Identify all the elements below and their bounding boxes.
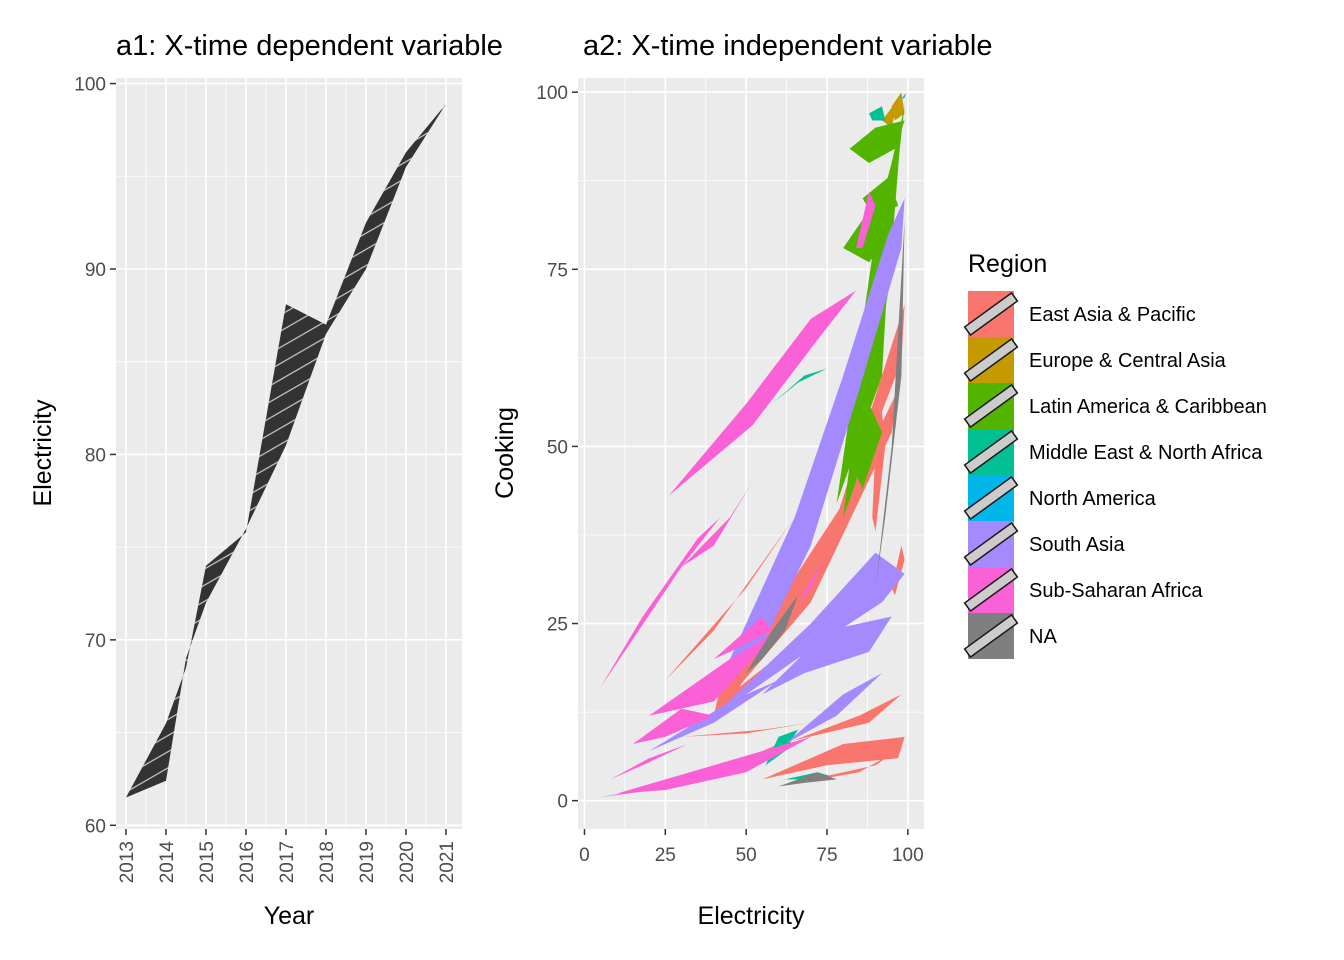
- a1-y-axis-title: Electricity: [29, 399, 57, 506]
- a1-y-tick-label: 80: [85, 445, 106, 466]
- a2-area-sub-saharan-africa: [616, 736, 811, 794]
- a1-x-tick-label: 2017: [277, 841, 298, 883]
- a2-y-tick-label: 75: [547, 260, 568, 281]
- a2-x-tick-label: 100: [892, 845, 924, 866]
- a1-x-tick-label: 2014: [157, 841, 178, 884]
- a2-area-south-asia: [649, 680, 779, 752]
- legend-item-south-asia: South Asia: [963, 521, 1126, 567]
- a1-x-axis-title: Year: [264, 902, 315, 930]
- a1-x-tick-label: 2015: [197, 841, 218, 883]
- legend-label: NA: [1029, 626, 1057, 648]
- legend: Region East Asia & Pacific Europe & Centr…: [963, 250, 1267, 659]
- a2-area-latin-america-caribbean: [849, 120, 905, 163]
- a1-x-tick-label: 2016: [237, 841, 258, 883]
- a2-area-south-asia: [713, 552, 905, 716]
- a2-area-na: [778, 772, 837, 787]
- a2-area-south-asia: [785, 673, 882, 744]
- a1-y-tick-label: 90: [85, 260, 106, 281]
- legend-item-sub-saharan-africa: Sub-Saharan Africa: [963, 567, 1203, 613]
- a2-y-axis-title: Cooking: [491, 407, 519, 499]
- a2-x-axis-title: Electricity: [698, 902, 805, 930]
- legend-key-hatch: [963, 613, 1019, 659]
- chart-title-a1: a1: X-time dependent variable: [116, 30, 503, 62]
- legend-key-hatch: [963, 337, 1019, 383]
- a2-area-sub-saharan-africa: [649, 630, 779, 716]
- legend-item-latin-america-caribbean: Latin America & Caribbean: [963, 383, 1267, 429]
- a2-area-middle-east-north-africa: [869, 106, 886, 121]
- panel-a1: 60 70 80 90 100 2013 2014 2015 2016 2017 2018 2019…: [29, 75, 462, 930]
- legend-key-hatch-bar: [963, 291, 1019, 337]
- a2-y-tick-label: 50: [547, 437, 568, 458]
- a1-y-axis: 60 70 80 90 100: [74, 75, 116, 837]
- legend-key-hatch-bar: [963, 613, 1019, 659]
- legend-key-hatch-bar: [963, 337, 1019, 383]
- legend-key-hatch: [963, 521, 1019, 567]
- a2-area-north-america: [901, 92, 907, 100]
- legend-label: Latin America & Caribbean: [1029, 396, 1267, 418]
- a2-area-europe-central-asia: [882, 99, 899, 128]
- legend-label: South Asia: [1029, 534, 1126, 556]
- a2-y-axis: 0 25 50 75 100: [536, 83, 578, 813]
- legend-label: Sub-Saharan Africa: [1029, 580, 1203, 602]
- a2-area-south-asia: [730, 198, 905, 659]
- a1-y-tick-label: 60: [85, 816, 106, 837]
- a2-x-tick-label: 0: [579, 845, 590, 866]
- legend-key-hatch-bar: [963, 475, 1019, 521]
- legend-key-hatch-bar: [963, 383, 1019, 429]
- legend-key-hatch-bar: [963, 521, 1019, 567]
- legend-label: North America: [1029, 488, 1157, 510]
- a2-area-na: [746, 595, 798, 674]
- legend-label: East Asia & Pacific: [1029, 304, 1196, 326]
- a2-area-sub-saharan-africa: [713, 616, 772, 659]
- a1-y-tick-label: 100: [74, 75, 106, 96]
- a1-gridlines: [116, 78, 462, 829]
- a2-area-east-asia-pacific: [762, 736, 905, 780]
- a1-x-tick-label: 2018: [317, 841, 338, 883]
- chart-title-a2: a2: X-time independent variable: [583, 30, 992, 62]
- a1-x-tick-label: 2013: [117, 841, 138, 883]
- a2-area-sub-saharan-africa: [610, 744, 688, 780]
- legend-key-hatch: [963, 383, 1019, 429]
- a2-y-tick-label: 0: [557, 792, 568, 813]
- a1-y-tick-label: 70: [85, 631, 106, 652]
- legend-item-east-asia-pacific: East Asia & Pacific: [963, 291, 1196, 337]
- legend-label: Middle East & North Africa: [1029, 442, 1263, 464]
- a2-x-tick-label: 75: [816, 845, 837, 866]
- a2-area-sub-saharan-africa: [668, 290, 857, 496]
- legend-key-hatch-bar: [963, 429, 1019, 475]
- a2-area-sub-saharan-africa: [856, 191, 876, 248]
- a1-plot-background: [116, 78, 462, 829]
- legend-key-hatch: [963, 475, 1019, 521]
- a2-gridlines: [578, 78, 924, 829]
- a2-x-axis: 0 25 50 75 100: [579, 829, 924, 866]
- a2-area-sub-saharan-africa: [633, 708, 714, 744]
- a2-area-south-asia: [762, 616, 892, 695]
- legend-items: East Asia & Pacific Europe & Central Asia…: [963, 291, 1267, 659]
- legend-item-north-america: North America: [963, 475, 1157, 521]
- legend-key-hatch: [963, 567, 1019, 613]
- legend-key-hatch: [963, 291, 1019, 337]
- a2-area-layer: [600, 92, 908, 798]
- legend-title: Region: [968, 250, 1047, 278]
- a2-y-tick-label: 100: [536, 83, 568, 104]
- a1-x-tick-label: 2020: [397, 841, 418, 883]
- legend-item-europe-central-asia: Europe & Central Asia: [963, 337, 1227, 383]
- legend-key-hatch-bar: [963, 567, 1019, 613]
- legend-item-na: NA: [963, 613, 1057, 659]
- panel-a2: 0 25 50 75 100 0 25 50 75 100 Electricity Cookin…: [491, 78, 924, 930]
- a2-area-latin-america-caribbean: [849, 403, 882, 489]
- legend-item-middle-east-north-africa: Middle East & North Africa: [963, 429, 1263, 475]
- a2-area-east-asia-pacific: [872, 375, 886, 532]
- a2-x-tick-label: 25: [655, 845, 676, 866]
- a1-x-tick-label: 2019: [357, 841, 378, 883]
- a2-area-europe-central-asia: [891, 92, 905, 121]
- legend-label: Europe & Central Asia: [1029, 350, 1227, 372]
- a1-x-axis: 2013 2014 2015 2016 2017 2018 2019 2020 2021: [117, 829, 458, 883]
- legend-key-hatch: [963, 429, 1019, 475]
- a2-x-tick-label: 50: [736, 845, 757, 866]
- a2-y-tick-label: 25: [547, 615, 568, 636]
- a1-x-tick-label: 2021: [437, 841, 458, 883]
